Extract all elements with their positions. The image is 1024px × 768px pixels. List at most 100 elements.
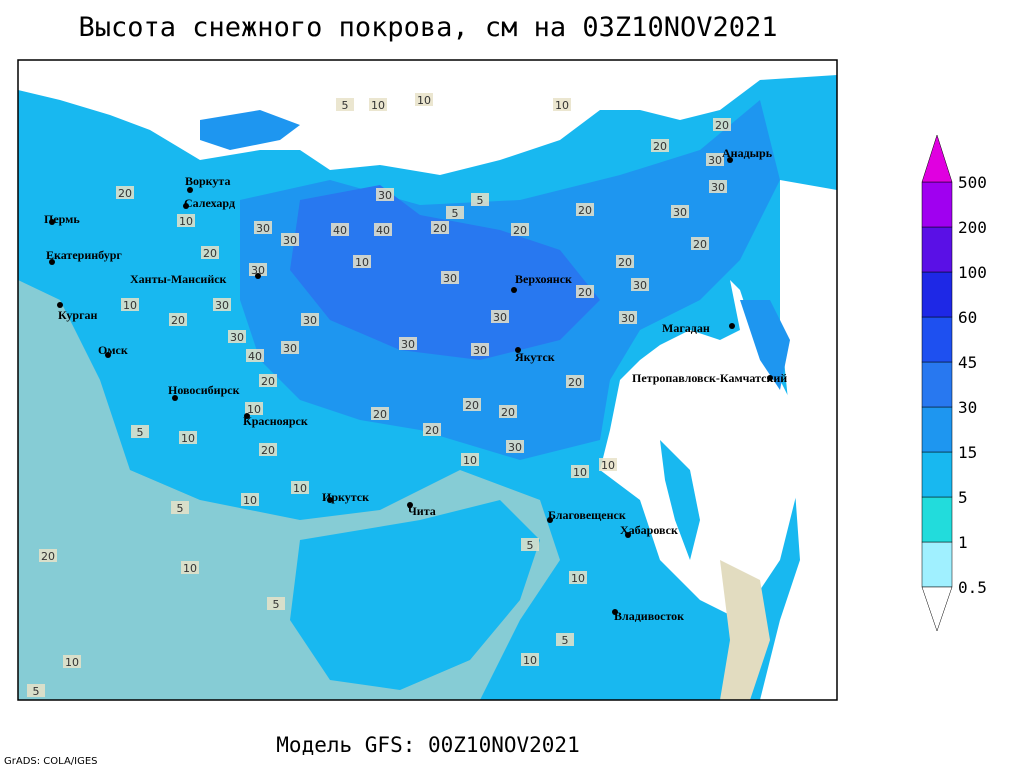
contour-label: 30 (303, 314, 317, 327)
contour-label-box (371, 407, 389, 420)
legend-box (921, 541, 953, 588)
contour-label-box (281, 341, 299, 354)
contour-label: 20 (501, 406, 515, 419)
city-label: Салехард (184, 196, 235, 210)
contour-label: 10 (555, 99, 569, 112)
contour-label-box (713, 118, 731, 131)
contour-label-box (63, 655, 81, 668)
contour-label-box (171, 501, 189, 514)
contour-label: 20 (715, 119, 729, 132)
contour-label-box (39, 549, 57, 562)
city-dot (727, 157, 733, 163)
contour-label: 10 (355, 256, 369, 269)
contour-label: 20 (261, 375, 275, 388)
contour-label-box (671, 205, 689, 218)
city-dot (183, 203, 189, 209)
contour-label: 30 (621, 312, 635, 325)
contour-label-box (376, 188, 394, 201)
contour-label: 20 (171, 314, 185, 327)
contour-label-box (246, 349, 264, 362)
sea-of-okhotsk (600, 250, 800, 620)
contour-label-box (213, 298, 231, 311)
legend-box (921, 451, 953, 498)
city-dot (515, 347, 521, 353)
legend-low-triangle (921, 586, 953, 632)
legend-label: 45 (958, 353, 977, 372)
contour-label-box (511, 223, 529, 236)
contour-label-box (281, 233, 299, 246)
contour-label-box (249, 263, 267, 276)
contour-label: 30 (401, 338, 415, 351)
contour-label-box (121, 298, 139, 311)
contour-label-box (301, 313, 319, 326)
contour-label-box (576, 203, 594, 216)
contour-label: 10 (371, 99, 385, 112)
contour-label: 10 (573, 466, 587, 479)
contour-label: 40 (376, 224, 390, 237)
contour-label-box (399, 337, 417, 350)
contour-label-box (254, 221, 272, 234)
city-label: Благовещенск (548, 508, 626, 522)
city-label: Хабаровск (620, 523, 678, 537)
contour-label: 5 (562, 634, 569, 647)
contour-label-box (369, 98, 387, 111)
city-label: Екатеринбург (46, 248, 122, 262)
contour-label: 20 (425, 424, 439, 437)
credit: GrADS: COLA/IGES (4, 756, 98, 767)
contour-label-box (228, 330, 246, 343)
contour-label: 5 (137, 426, 144, 439)
contour-label-box (599, 458, 617, 471)
legend-label: 1 (958, 533, 968, 552)
contour-label: 5 (177, 502, 184, 515)
map-area (17, 59, 838, 701)
contour-label: 20 (618, 256, 632, 269)
legend-label: 15 (958, 443, 977, 462)
contour-label-box (571, 465, 589, 478)
city-label: Воркута (185, 174, 230, 188)
contour-label: 10 (293, 482, 307, 495)
city-dot (244, 413, 250, 419)
legend-box (921, 181, 953, 228)
contour-label: 20 (41, 550, 55, 563)
contour-label-box (336, 98, 354, 111)
legend-label: 100 (958, 263, 987, 282)
legend-high-triangle (921, 134, 953, 183)
contour-label: 10 (181, 432, 195, 445)
contour-label: 20 (261, 444, 275, 457)
contour-label: 30 (708, 154, 722, 167)
contour-label-box (331, 223, 349, 236)
city-dot (625, 532, 631, 538)
contour-label: 20 (578, 204, 592, 217)
contour-label-box (631, 278, 649, 291)
contour-label: 10 (601, 459, 615, 472)
contour-label-box (619, 311, 637, 324)
contour-label-box (116, 186, 134, 199)
legend-box (921, 271, 953, 318)
city-dot (327, 497, 333, 503)
contour-label-box (651, 139, 669, 152)
contour-label: 20 (433, 222, 447, 235)
legend-label: 5 (958, 488, 968, 507)
city-dot (172, 395, 178, 401)
contour-label-box (471, 193, 489, 206)
contour-label-box (169, 313, 187, 326)
legend-box (921, 361, 953, 408)
contour-label: 30 (230, 331, 244, 344)
map-title: Высота снежного покрова, см на 03Z10NOV2… (79, 12, 778, 43)
model-caption: Модель GFS: 00Z10NOV2021 (276, 733, 579, 757)
contour-label: 10 (243, 494, 257, 507)
legend-label: 30 (958, 398, 977, 417)
kamchatka (740, 300, 790, 390)
contour-label-box (415, 93, 433, 106)
contour-label: 5 (527, 539, 534, 552)
city-label: Петропавловск-Камчатский (632, 371, 787, 385)
contour-label-box (353, 255, 371, 268)
contour-label-box (506, 440, 524, 453)
contour-label: 40 (333, 224, 347, 237)
city-label: Курган (58, 308, 98, 322)
contour-label-box (179, 431, 197, 444)
contour-label-box (374, 223, 392, 236)
contour-label: 10 (247, 403, 261, 416)
contour-label-box (499, 405, 517, 418)
japan (720, 560, 770, 700)
